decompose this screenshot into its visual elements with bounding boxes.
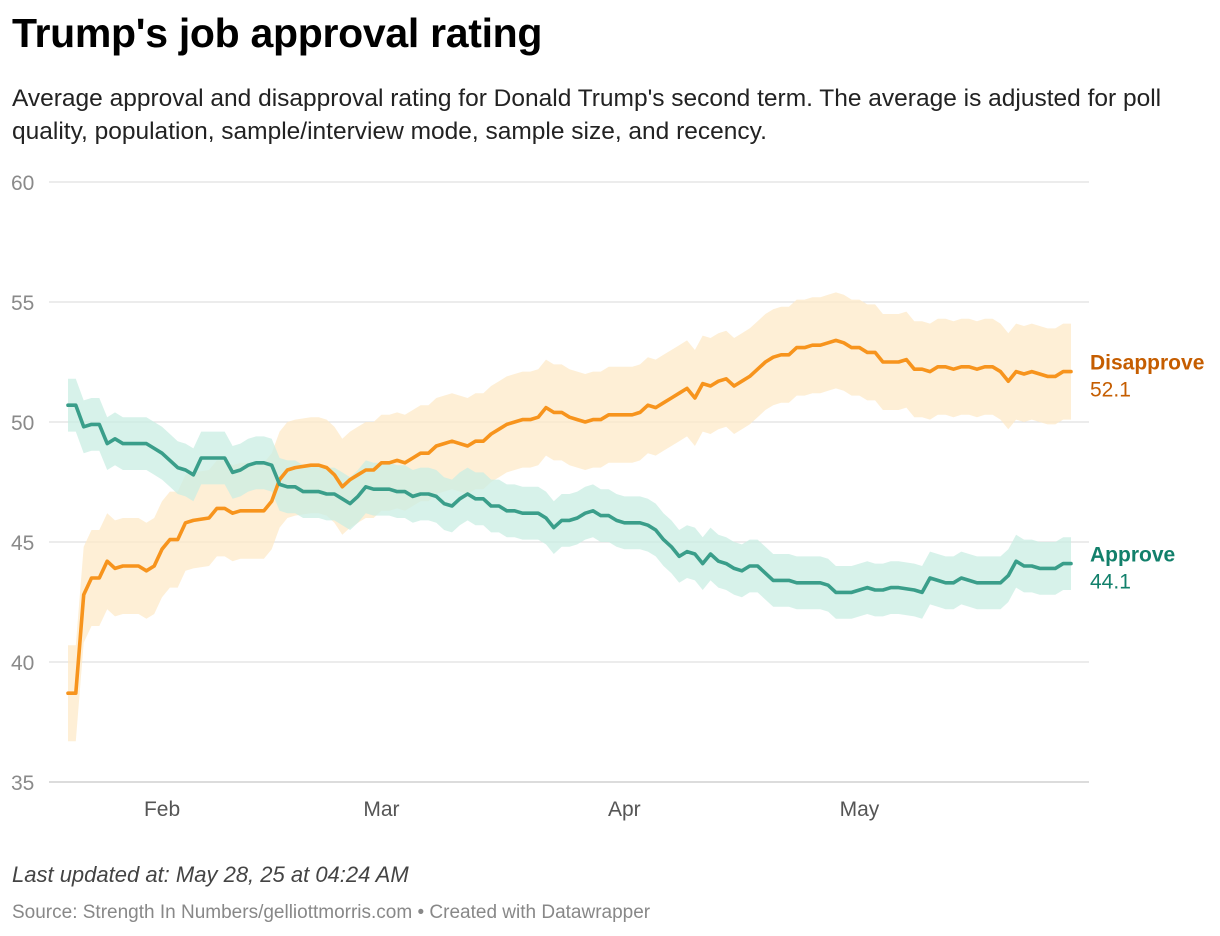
y-tick-label-60: 60 [11,172,34,195]
y-tick-label-35: 35 [11,772,34,795]
series-lines [66,338,1073,696]
x-axis-labels: Feb Mar Apr May [144,798,880,821]
uncertainty-bands [68,292,1071,742]
source-note: Source: Strength In Numbers/gelliottmorr… [12,902,651,923]
x-tick-label-may: May [840,798,880,821]
disapprove-end-value: 52.1 [1090,379,1131,402]
x-tick-label-feb: Feb [144,798,180,821]
y-tick-label-50: 50 [11,412,34,435]
approval-line-chart: 35 40 45 50 55 60 Feb Mar Apr May Disapprove 52.1… [11,172,1204,821]
approve-end-label: Approve [1090,544,1175,567]
approve-end-value: 44.1 [1090,571,1131,594]
disapprove-end-label: Disapprove [1090,352,1204,375]
disapprove-line [66,338,1073,696]
y-tick-label-40: 40 [11,652,34,675]
x-tick-label-apr: Apr [608,798,641,821]
approve-uncertainty-band [68,378,1071,619]
y-tick-label-55: 55 [11,292,34,315]
y-tick-label-45: 45 [11,532,34,555]
chart-title: Trump's job approval rating [12,10,543,56]
end-labels: Disapprove 52.1 Approve 44.1 [1090,352,1204,594]
y-axis-labels: 35 40 45 50 55 60 [11,172,34,795]
disapprove-uncertainty-band [68,292,1071,742]
approve-line [66,403,1073,595]
chart-subtitle: Average approval and disapproval rating … [12,85,1162,145]
x-tick-label-mar: Mar [363,798,399,821]
last-updated: Last updated at: May 28, 25 at 04:24 AM [12,862,409,887]
